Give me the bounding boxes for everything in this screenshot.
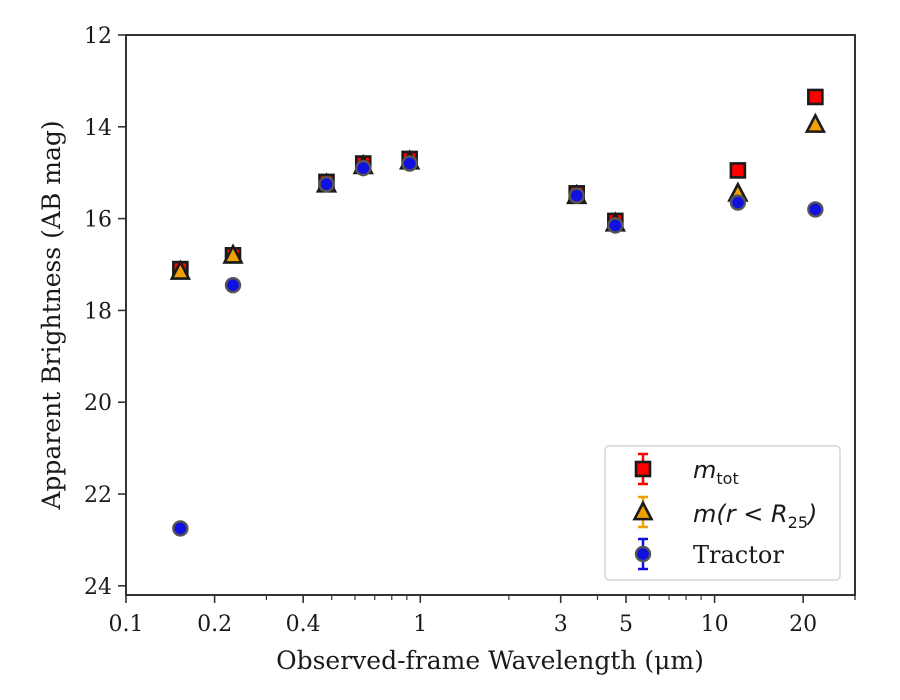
marker (169, 259, 192, 280)
data-point-s2 (224, 276, 242, 294)
marker (222, 243, 244, 264)
x-tick-label: 3 (554, 612, 568, 637)
data-point-s2 (172, 520, 189, 537)
y-tick-label: 18 (84, 299, 112, 324)
data-point-s2 (607, 217, 624, 234)
x-tick-label: 0.4 (286, 612, 321, 637)
x-tick-label: 10 (701, 612, 729, 637)
data-point-s2 (355, 159, 372, 177)
marker (172, 520, 189, 537)
marker (729, 162, 747, 179)
data-point-s0 (729, 162, 747, 179)
y-axis-label: Apparent Brightness (AB mag) (37, 120, 66, 510)
legend-label-tractor: Tractor (693, 541, 784, 569)
x-tick-label: 5 (619, 612, 633, 637)
y-tick-label: 16 (84, 208, 112, 233)
legend-marker-s0 (634, 452, 652, 486)
tick-layer: 0.1 0.2 0.4 1 3 5 10 20 12 14 16 18 20 22 24 (84, 24, 856, 637)
legend-markers (632, 452, 654, 571)
legend-marker-s1 (632, 495, 654, 529)
data-point-s2 (318, 175, 335, 193)
data-point-s2 (729, 194, 747, 211)
legend-mtot-main: m (693, 456, 716, 484)
data-point-s2 (807, 201, 824, 218)
x-tick-label: 0.2 (197, 612, 232, 637)
marker (224, 276, 242, 294)
data-marks (169, 88, 827, 537)
marker (355, 159, 372, 177)
x-tick-label: 1 (413, 612, 427, 637)
marker (807, 88, 824, 106)
y-tick-label: 22 (84, 483, 112, 508)
legend-mtot-sub: tot (716, 469, 738, 488)
x-tick-label: 20 (789, 612, 817, 637)
data-point-s1 (169, 259, 192, 280)
legend-box (604, 445, 841, 581)
x-tick-label: 0.1 (109, 612, 144, 637)
x-axis-label: Observed-frame Wavelength (μm) (276, 646, 704, 675)
legend-marker (634, 545, 652, 563)
marker (568, 187, 585, 204)
legend-marker-s2 (634, 537, 652, 571)
legend-mr25-close: ) (806, 500, 817, 528)
y-tick-label: 12 (84, 24, 112, 49)
legend-mr25-sub: 25 (788, 513, 808, 532)
legend-marker (634, 460, 652, 478)
marker (729, 194, 747, 211)
marker (804, 112, 827, 133)
y-tick-label: 24 (84, 575, 112, 600)
marker (401, 155, 418, 172)
data-point-s1 (222, 243, 244, 264)
data-point-s2 (401, 155, 418, 172)
data-point-s2 (568, 187, 585, 204)
legend-marker (632, 500, 654, 521)
marker (318, 175, 335, 193)
legend-label-mr25: m(r < R25) (693, 500, 817, 532)
legend-label-mtot: mtot (693, 456, 739, 488)
y-tick-label: 20 (84, 391, 112, 416)
data-point-s1 (804, 112, 827, 133)
y-tick-label: 14 (84, 116, 112, 141)
legend: mtot m(r < R25) Tractor (604, 445, 841, 581)
marker (807, 201, 824, 218)
marker (607, 217, 624, 234)
plot-frame (125, 34, 856, 596)
data-point-s0 (807, 88, 824, 106)
legend-mr25-main: m(r < R (693, 500, 788, 528)
